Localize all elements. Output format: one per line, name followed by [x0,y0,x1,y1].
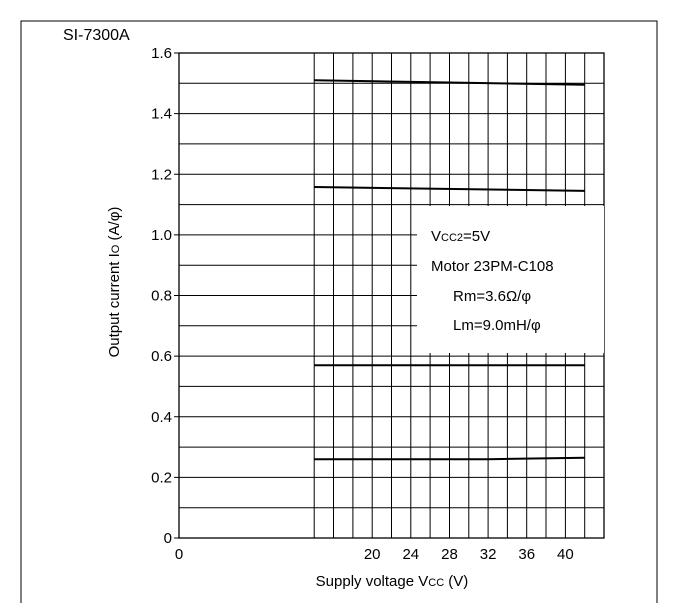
y-tick-label: 0.8 [151,288,172,305]
y-tick-label: 1.0 [151,227,172,244]
annotation-line-3: Rm=3.6Ω/φ [453,288,531,305]
x-tick-label: 36 [518,546,535,563]
series-line-4 [314,456,585,461]
y-tick-label: 1.4 [151,106,172,123]
figure-frame [20,20,658,603]
x-axis-title: Supply voltage VCC (V) [316,573,469,590]
y-tick-label: 0.4 [151,409,172,426]
x-tick-label: 28 [441,546,458,563]
annotation-line-1: VCC2=5V [431,228,490,245]
x-tick-labels: 0 20 24 28 32 36 40 [175,546,574,563]
chart-title: SI-7300A [63,27,130,44]
x-tick-label: 40 [557,546,574,563]
y-axis-title: Output current IO (A/φ) [106,207,123,358]
series-line-2 [314,186,585,192]
annotation-line-4: Lm=9.0mH/φ [453,317,541,334]
annotation-line-2: Motor 23PM-C108 [431,258,554,275]
annotation: VCC2=5V Motor 23PM-C108 Rm=3.6Ω/φ Lm=9.0… [417,206,604,353]
series-lines [314,79,585,461]
x-tick-label: 20 [364,546,381,563]
y-tick-labels: 0 0.2 0.4 0.6 0.8 1.0 1.2 1.4 1.6 [151,45,179,547]
series-line-1 [314,79,585,86]
y-tick-label: 1.2 [151,166,172,183]
x-tick-label: 0 [175,546,183,563]
y-tick-label: 0 [164,530,172,547]
y-tick-label: 0.6 [151,348,172,365]
x-tick-label: 24 [402,546,419,563]
y-tick-label: 1.6 [151,45,172,62]
annotation-box [417,206,604,353]
x-tick-label: 32 [480,546,497,563]
y-tick-label: 0.2 [151,469,172,486]
